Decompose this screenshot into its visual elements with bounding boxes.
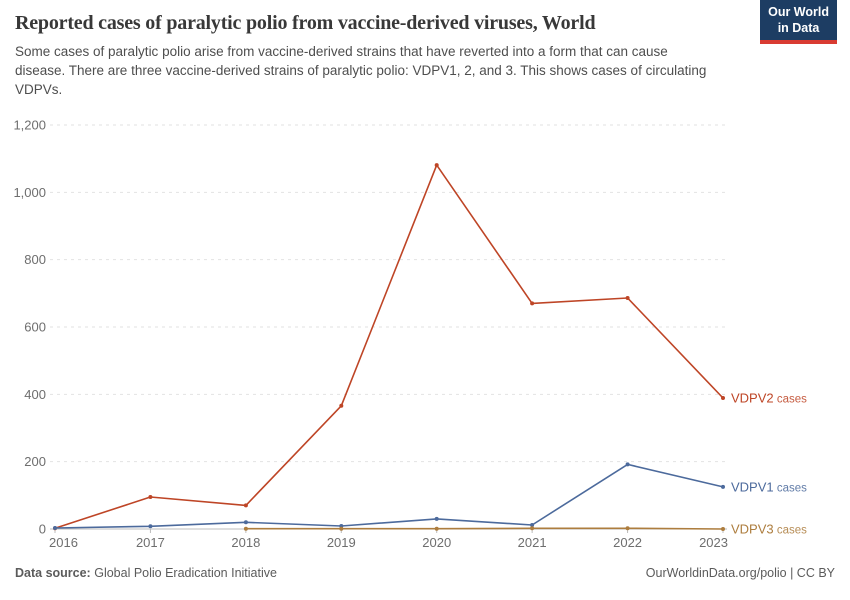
y-tick-label: 1,200 bbox=[13, 118, 46, 133]
data-point-VDPV1[interactable] bbox=[53, 526, 57, 530]
series-line-VDPV3[interactable] bbox=[245, 527, 724, 530]
data-point-VDPV3[interactable] bbox=[339, 526, 344, 531]
x-tick-label: 2018 bbox=[231, 535, 260, 550]
chart-area: 0 200 400 600 800 1,000 1,200 2016 2017 2018 2019 2… bbox=[0, 105, 850, 565]
data-point-VDPV2[interactable] bbox=[530, 301, 535, 306]
owid-logo-line2: in Data bbox=[777, 20, 820, 35]
data-point-VDPV3[interactable] bbox=[434, 526, 439, 531]
series-line-VDPV1[interactable] bbox=[54, 463, 724, 529]
series-label-VDPV1: VDPV1 cases bbox=[731, 479, 807, 494]
x-tick-label: 2021 bbox=[518, 535, 547, 550]
data-point-VDPV1[interactable] bbox=[148, 524, 153, 529]
data-point-VDPV1[interactable] bbox=[721, 484, 725, 489]
data-point-VDPV2[interactable] bbox=[339, 403, 344, 408]
y-tick-label: 400 bbox=[24, 387, 46, 402]
data-point-VDPV1[interactable] bbox=[625, 462, 630, 467]
x-tick-label: 2017 bbox=[136, 535, 165, 550]
data-source-value: Global Polio Eradication Initiative bbox=[94, 566, 277, 580]
x-tick-label: 2023 bbox=[699, 535, 728, 550]
x-tick-label: 2019 bbox=[327, 535, 356, 550]
data-point-VDPV1[interactable] bbox=[434, 516, 439, 521]
data-point-VDPV2[interactable] bbox=[721, 396, 725, 400]
data-source: Data source: Global Polio Eradication In… bbox=[15, 566, 277, 580]
x-tick-label: 2016 bbox=[49, 535, 78, 550]
owid-logo-line1: Our World bbox=[768, 5, 829, 19]
data-point-VDPV2[interactable] bbox=[148, 495, 153, 499]
chart-subtitle: Some cases of paralytic polio arise from… bbox=[15, 44, 707, 98]
series-label-VDPV2: VDPV2 cases bbox=[731, 391, 807, 406]
data-point-VDPV3[interactable] bbox=[530, 526, 535, 531]
attribution-link[interactable]: OurWorldinData.org/polio | CC BY bbox=[645, 566, 835, 580]
data-source-label: Data source: bbox=[15, 566, 91, 580]
owid-logo: Our World in Data bbox=[760, 0, 837, 45]
data-point-VDPV2[interactable] bbox=[434, 163, 439, 168]
series-label-VDPV3: VDPV3 cases bbox=[731, 522, 807, 537]
data-point-VDPV2[interactable] bbox=[625, 296, 630, 300]
data-point-VDPV3[interactable] bbox=[243, 526, 248, 531]
x-tick-label: 2022 bbox=[613, 535, 642, 550]
data-point-VDPV3[interactable] bbox=[721, 527, 725, 531]
data-point-VDPV1[interactable] bbox=[243, 520, 248, 525]
chart-title: Reported cases of paralytic polio from v… bbox=[15, 12, 596, 34]
y-tick-label: 800 bbox=[24, 252, 46, 267]
chart-footer: Data source: Global Polio Eradication In… bbox=[15, 566, 835, 580]
line-chart-canvas[interactable]: 0 200 400 600 800 1,000 1,200 2016 2017 2018 2019 2… bbox=[0, 105, 850, 565]
y-tick-label: 1,000 bbox=[13, 185, 46, 200]
y-tick-label: 0 bbox=[39, 522, 46, 537]
data-point-VDPV3[interactable] bbox=[625, 526, 630, 531]
chart-header: Reported cases of paralytic polio from v… bbox=[15, 12, 835, 99]
y-tick-label: 200 bbox=[24, 454, 46, 469]
data-point-VDPV2[interactable] bbox=[243, 503, 248, 508]
x-tick-label: 2020 bbox=[422, 535, 451, 550]
data-point-VDPV1[interactable] bbox=[530, 523, 535, 527]
y-tick-label: 600 bbox=[24, 320, 46, 335]
series-line-VDPV2[interactable] bbox=[54, 164, 724, 530]
